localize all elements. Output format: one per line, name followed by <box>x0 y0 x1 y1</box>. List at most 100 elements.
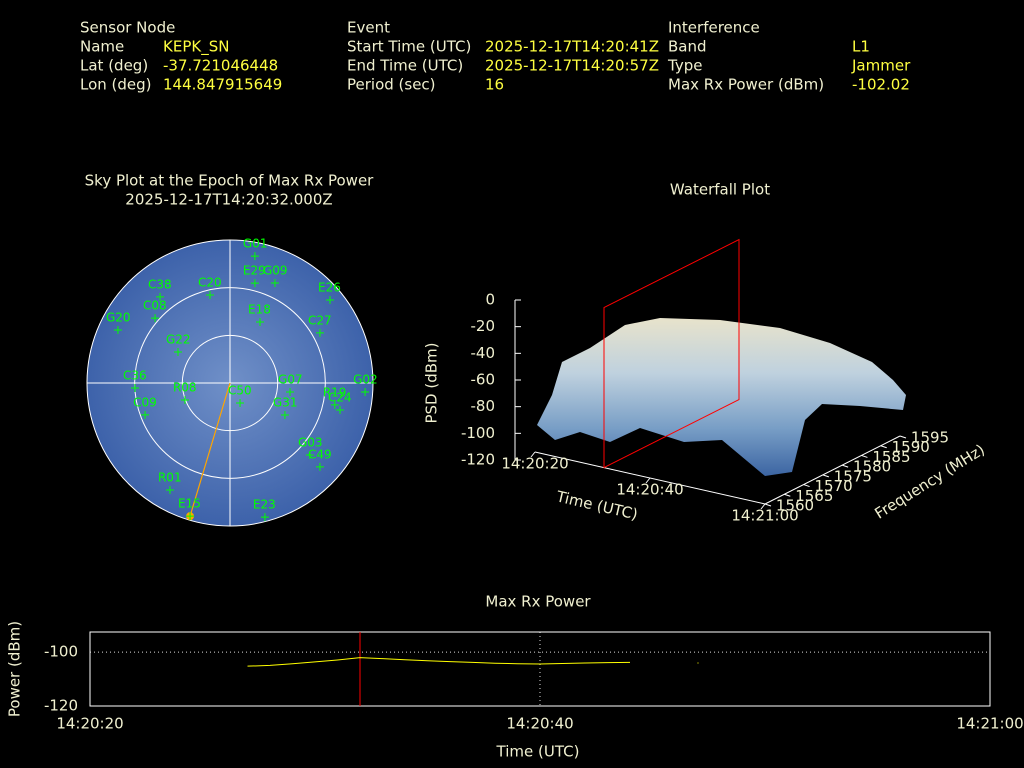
info-label: End Time (UTC) <box>347 57 463 75</box>
satellite-label: C20 <box>198 275 222 289</box>
y-tick <box>899 435 907 439</box>
info-label: Type <box>667 57 702 75</box>
z-tick-label: -40 <box>471 344 496 362</box>
y-tick <box>841 464 849 468</box>
x-tick-label: 14:20:20 <box>56 715 123 733</box>
satellite-marker <box>305 450 314 459</box>
satellite-label: C09 <box>133 395 157 409</box>
y-tick-label: 1570 <box>814 477 852 495</box>
info-value: KEPK_SN <box>163 38 229 57</box>
y-axis <box>764 435 901 505</box>
y-tick-label: 1565 <box>795 487 833 505</box>
z-label: PSD (dBm) <box>423 342 441 423</box>
satellite-marker <box>330 400 339 409</box>
y-tick-label: 1580 <box>853 458 891 476</box>
satellite-label: E15 <box>178 497 201 511</box>
power-line <box>247 657 699 667</box>
satellite-marker <box>250 252 259 261</box>
satellite-marker <box>336 406 345 415</box>
z-tick-label: -120 <box>461 451 495 469</box>
info-label: Name <box>80 38 124 56</box>
satellite-marker <box>141 410 150 419</box>
waterfall-title: Waterfall Plot <box>670 181 770 199</box>
info-value: -37.721046448 <box>163 57 278 75</box>
info-value: -102.02 <box>852 76 910 94</box>
x-tick <box>760 503 766 510</box>
info-label: Band <box>668 38 707 56</box>
info-value: 2025-12-17T14:20:41Z <box>485 38 659 56</box>
satellite-label: G01 <box>243 237 268 251</box>
x-tick-label: 14:20:40 <box>616 481 683 499</box>
x-label: Time (UTC) <box>496 743 580 761</box>
satellite-marker <box>315 462 324 471</box>
y-tick-label: 1560 <box>776 497 814 515</box>
satellite-marker <box>174 348 183 357</box>
satellite-marker <box>151 314 160 323</box>
epoch-plane <box>603 238 740 469</box>
z-tick-label: 0 <box>485 291 495 309</box>
y-tick-label: 1590 <box>892 438 930 456</box>
satellite-marker <box>206 290 215 299</box>
elevation-ring <box>134 287 326 479</box>
x-tick-label: 14:21:00 <box>731 507 798 525</box>
psd-surface <box>537 318 906 476</box>
satellite-marker <box>180 396 189 405</box>
plot-frame <box>89 631 991 707</box>
satellite-label: C38 <box>148 277 172 291</box>
sky-title: Sky Plot at the Epoch of Max Rx Power <box>85 172 375 190</box>
satellite-label: G03 <box>298 435 323 449</box>
satellite-label: C27 <box>308 313 332 327</box>
satellite-marker <box>280 410 289 419</box>
z-tick-label: -100 <box>461 424 495 442</box>
y-label: Power (dBm) <box>6 621 24 717</box>
elevation-ring <box>86 239 374 527</box>
x-tick <box>645 477 651 484</box>
satellite-marker <box>156 292 165 301</box>
satellite-label: R08 <box>173 381 197 395</box>
satellite-marker <box>165 485 174 494</box>
satellite-marker <box>113 326 122 335</box>
satellite-label: E23 <box>253 498 276 512</box>
satellite-marker <box>250 279 259 288</box>
satellite-label: C24 <box>328 391 352 405</box>
satellite-marker <box>326 295 334 304</box>
rx-title: Max Rx Power <box>485 593 591 611</box>
z-tick-label: -80 <box>471 397 496 415</box>
info-heading: Interference <box>668 19 760 37</box>
satellite-label: C50 <box>228 384 252 398</box>
satellite-label: E29 <box>243 264 266 278</box>
satellite-label: R01 <box>158 470 182 484</box>
x-tick <box>530 451 536 458</box>
satellite-label: E26 <box>318 280 341 294</box>
info-value: 2025-12-17T14:20:57Z <box>485 57 659 75</box>
y-tick-label: 1585 <box>872 448 910 466</box>
elevation-ring <box>181 334 279 432</box>
satellite-label: E18 <box>248 302 271 316</box>
satellite-label: R19 <box>323 385 347 399</box>
bearing-line <box>189 382 231 517</box>
satellite-label: G20 <box>106 311 131 325</box>
y-tick <box>803 484 810 488</box>
y-tick <box>880 445 887 449</box>
satellite-label: G09 <box>263 264 288 278</box>
satellite-marker <box>130 383 139 392</box>
x-tick-label: 14:20:20 <box>501 455 568 473</box>
info-label: Lat (deg) <box>80 57 148 75</box>
z-tick-label: -60 <box>471 371 496 389</box>
y-tick-label: 1595 <box>911 429 949 447</box>
satellite-label: C08 <box>143 299 167 313</box>
y-tick-label: 1575 <box>834 467 872 485</box>
y-tick-label: -100 <box>44 643 78 661</box>
y-tick <box>764 503 772 507</box>
y-tick <box>861 454 868 458</box>
info-value: 16 <box>485 76 504 94</box>
info-heading: Sensor Node <box>80 19 175 37</box>
satellite-label: C36 <box>123 368 147 382</box>
info-heading: Event <box>347 19 390 37</box>
satellite-label: C49 <box>308 447 332 461</box>
x-tick-label: 14:21:00 <box>956 715 1023 733</box>
info-value: Jammer <box>851 57 911 75</box>
x-tick-label: 14:20:40 <box>506 715 573 733</box>
